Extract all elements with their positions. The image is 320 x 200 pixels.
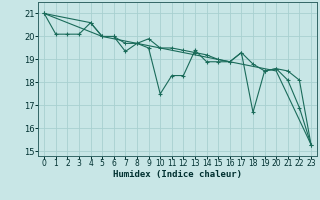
X-axis label: Humidex (Indice chaleur): Humidex (Indice chaleur)	[113, 170, 242, 179]
